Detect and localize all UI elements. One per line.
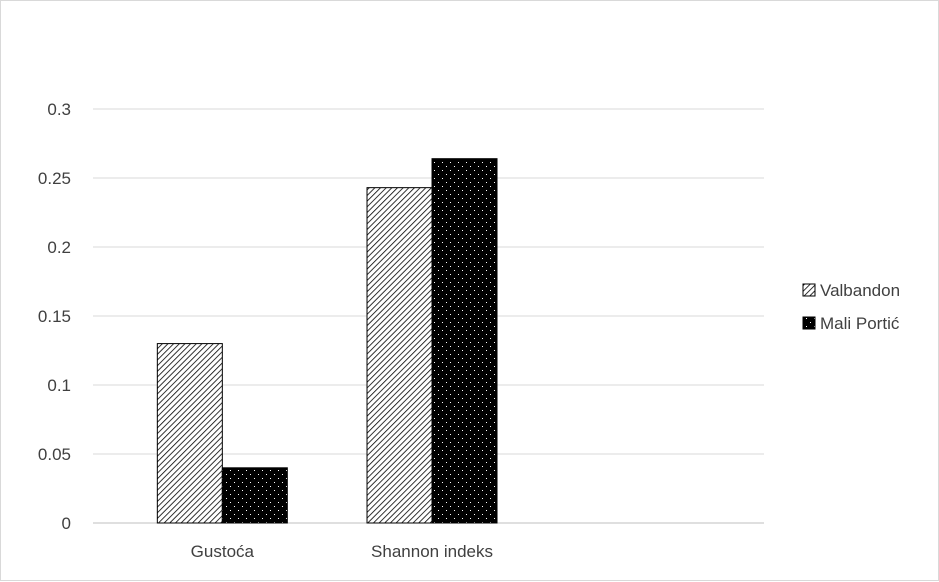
bar-mali-porti--1 — [221, 467, 288, 524]
y-axis-ticks: 0 0.05 0.1 0.15 0.2 0.25 0.3 — [38, 100, 71, 533]
legend-swatch — [802, 316, 816, 330]
y-tick-label: 0.15 — [38, 307, 71, 326]
y-tick-label: 0.2 — [47, 238, 71, 257]
legend-swatch — [802, 283, 816, 297]
bar-valbandon-2 — [366, 187, 433, 524]
y-tick-label: 0.25 — [38, 169, 71, 188]
x-tick-label: Shannon indeks — [371, 542, 493, 561]
x-tick-label: Gustoća — [191, 542, 255, 561]
x-axis-labels: Gustoća Shannon indeks — [191, 542, 493, 561]
y-tick-label: 0.05 — [38, 445, 71, 464]
y-tick-label: 0.1 — [47, 376, 71, 395]
y-tick-label: 0 — [62, 514, 71, 533]
legend-label: Mali Portić — [820, 314, 900, 333]
bars — [156, 158, 498, 524]
bar-valbandon-1 — [156, 343, 223, 524]
y-tick-label: 0.3 — [47, 100, 71, 119]
bar-mali-porti--2 — [431, 158, 498, 524]
legend-label: Valbandon — [820, 281, 900, 300]
legend: Valbandon Mali Portić — [802, 281, 900, 333]
